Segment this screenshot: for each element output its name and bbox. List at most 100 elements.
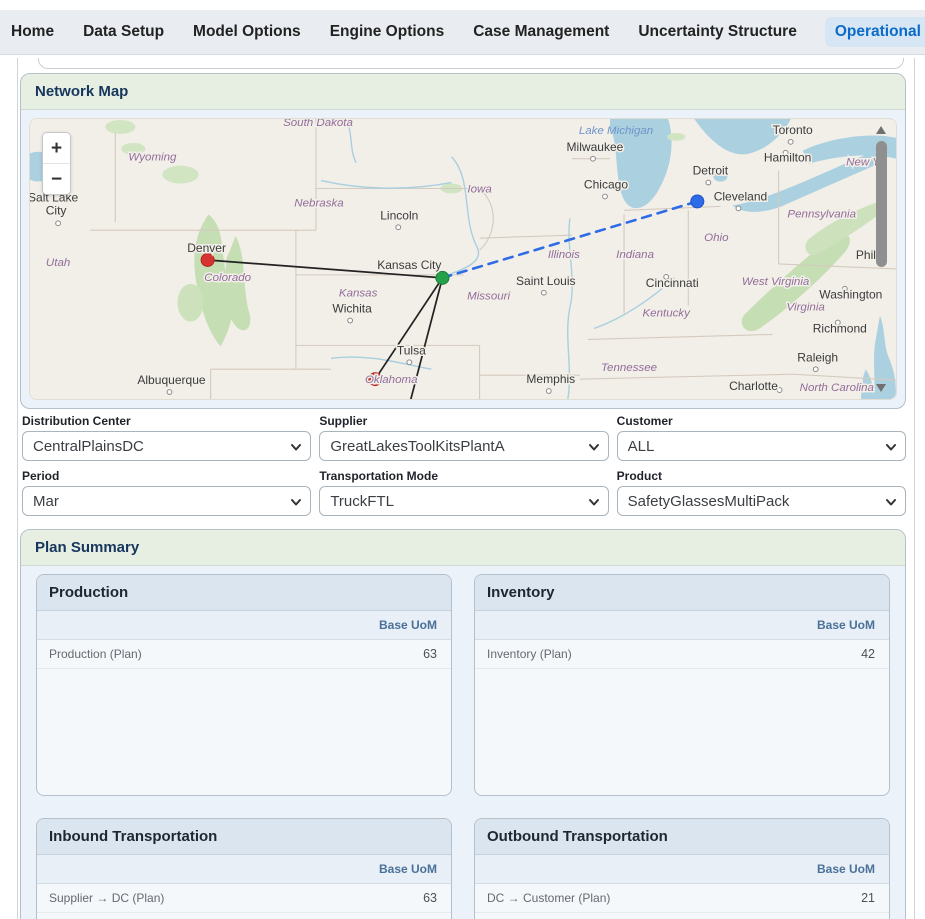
- map-label: Virginia: [787, 302, 825, 314]
- filter-customer: Customer ALL: [616, 414, 906, 461]
- city-marker: [776, 387, 783, 393]
- map-zoom-in-button[interactable]: +: [43, 133, 70, 163]
- filter-product: Product SafetyGlassesMultiPack: [616, 469, 906, 516]
- distribution-center-select[interactable]: CentralPlainsDC: [22, 431, 312, 461]
- row-value: 63: [423, 647, 437, 661]
- production-card: Production Base UoM Production (Plan) 63: [36, 574, 452, 796]
- map-zoom-out-button[interactable]: −: [43, 164, 70, 194]
- card-empty-area: [475, 913, 889, 919]
- map-scrollbar[interactable]: [875, 122, 888, 396]
- map-label: Saint Louis: [516, 274, 576, 288]
- product-select[interactable]: SafetyGlassesMultiPack: [616, 486, 906, 516]
- top-strip: [0, 0, 925, 10]
- map-label: Missouri: [467, 291, 510, 303]
- city-marker: [395, 224, 402, 231]
- map-label: Denver: [187, 241, 226, 255]
- lane-edge[interactable]: [441, 200, 699, 280]
- lane-edge[interactable]: [206, 259, 444, 279]
- plan-summary-panel: Plan Summary Production Base UoM Product…: [20, 529, 906, 919]
- kansas-city-node[interactable]: [435, 270, 450, 285]
- cleveland-node[interactable]: [690, 194, 705, 209]
- nav-model-options[interactable]: Model Options: [193, 23, 301, 40]
- map-label: Pennsylvania: [787, 208, 856, 220]
- map-label: Utah: [46, 257, 70, 269]
- inventory-card: Inventory Base UoM Inventory (Plan) 42: [474, 574, 890, 796]
- nav-home[interactable]: Home: [11, 23, 55, 40]
- table-row: Production (Plan) 63: [37, 640, 451, 669]
- map-label: Wichita: [332, 302, 372, 316]
- scroll-up-arrow-icon[interactable]: [876, 126, 886, 134]
- map-canvas[interactable]: Wyoming South Dakota Nebraska Iowa Utah Color…: [29, 118, 897, 400]
- city-marker: [406, 359, 413, 366]
- previous-panel-edge: [38, 58, 904, 69]
- row-label: Supplier → DC (Plan): [49, 891, 165, 905]
- base-uom-column-header: Base UoM: [37, 611, 451, 640]
- table-row: Inventory (Plan) 42: [475, 640, 889, 669]
- inventory-card-title: Inventory: [475, 575, 889, 611]
- city-marker: [347, 317, 354, 324]
- nav-data-setup[interactable]: Data Setup: [83, 23, 165, 40]
- map-label: Indiana: [616, 249, 654, 261]
- map-label: West Virginia: [742, 276, 810, 288]
- customer-label: Customer: [616, 414, 673, 428]
- map-label: Ohio: [704, 232, 729, 244]
- scroll-down-arrow-icon[interactable]: [876, 384, 886, 392]
- scrollbar-thumb[interactable]: [876, 141, 887, 267]
- map-label: Milwaukee: [567, 140, 624, 154]
- city-marker: [590, 155, 596, 162]
- main-nav: Home Data Setup Model Options Engine Opt…: [0, 10, 925, 55]
- city-marker: [55, 220, 62, 227]
- card-empty-area: [475, 669, 889, 795]
- customer-select[interactable]: ALL: [616, 431, 906, 461]
- map-label: Illinois: [548, 249, 580, 261]
- table-row: DC → Customer (Plan) 21: [475, 884, 889, 913]
- city-marker: [841, 285, 848, 292]
- map-label: Kentucky: [642, 308, 691, 320]
- period-select[interactable]: Mar: [22, 486, 312, 516]
- filter-transportation-mode: Transportation Mode TruckFTL: [319, 469, 609, 516]
- supplier-select[interactable]: GreatLakesToolKitsPlantA: [319, 431, 609, 461]
- filter-supplier: Supplier GreatLakesToolKitsPlantA: [319, 414, 609, 461]
- map-label: Phil: [856, 248, 876, 262]
- table-row: Supplier → DC (Plan) 63: [37, 884, 451, 913]
- lane-edge[interactable]: [408, 277, 444, 399]
- city-marker: [787, 138, 794, 145]
- nav-engine-options[interactable]: Engine Options: [329, 23, 445, 40]
- map-svg: Wyoming South Dakota Nebraska Iowa Utah Color…: [30, 119, 896, 399]
- base-uom-column-header: Base UoM: [37, 855, 451, 884]
- outbound-transportation-card-title: Outbound Transportation: [475, 819, 889, 855]
- denver-node[interactable]: [200, 253, 215, 267]
- map-label: City: [46, 203, 67, 217]
- city-marker: [705, 179, 712, 186]
- row-value: 63: [423, 891, 437, 905]
- inbound-transportation-card: Inbound Transportation Base UoM Supplier…: [36, 818, 452, 919]
- map-label: Wyoming: [128, 152, 177, 164]
- city-marker: [602, 193, 608, 200]
- map-label: Oklahoma: [365, 374, 418, 386]
- map-zoom-control: + −: [42, 132, 71, 195]
- network-map-panel: Network Map: [20, 73, 906, 409]
- nav-uncertainty-structure[interactable]: Uncertainty Structure: [638, 23, 797, 40]
- city-marker: [834, 319, 841, 326]
- distribution-center-label: Distribution Center: [22, 414, 131, 428]
- lane-edge[interactable]: [374, 277, 444, 380]
- nav-operational-plan[interactable]: Operational Plan: [824, 17, 925, 47]
- product-label: Product: [616, 469, 662, 483]
- map-label: Tulsa: [397, 343, 426, 357]
- map-label: Kansas City: [377, 258, 441, 272]
- row-value: 42: [861, 647, 875, 661]
- map-label: South Dakota: [283, 119, 353, 129]
- map-label: Raleigh: [797, 350, 838, 364]
- map-terrain: [30, 119, 896, 399]
- plan-summary-title: Plan Summary: [21, 530, 905, 566]
- nav-case-management[interactable]: Case Management: [473, 23, 610, 40]
- map-label: Hamilton: [764, 151, 811, 165]
- oklahoma-city-node[interactable]: [368, 372, 383, 387]
- transportation-mode-select[interactable]: TruckFTL: [319, 486, 609, 516]
- map-label: Albuquerque: [137, 373, 206, 387]
- map-label: Cleveland: [714, 189, 768, 203]
- zoom-control-divider: [43, 163, 70, 164]
- map-label: Detroit: [693, 164, 729, 178]
- production-card-title: Production: [37, 575, 451, 611]
- map-label: Kansas: [339, 288, 378, 300]
